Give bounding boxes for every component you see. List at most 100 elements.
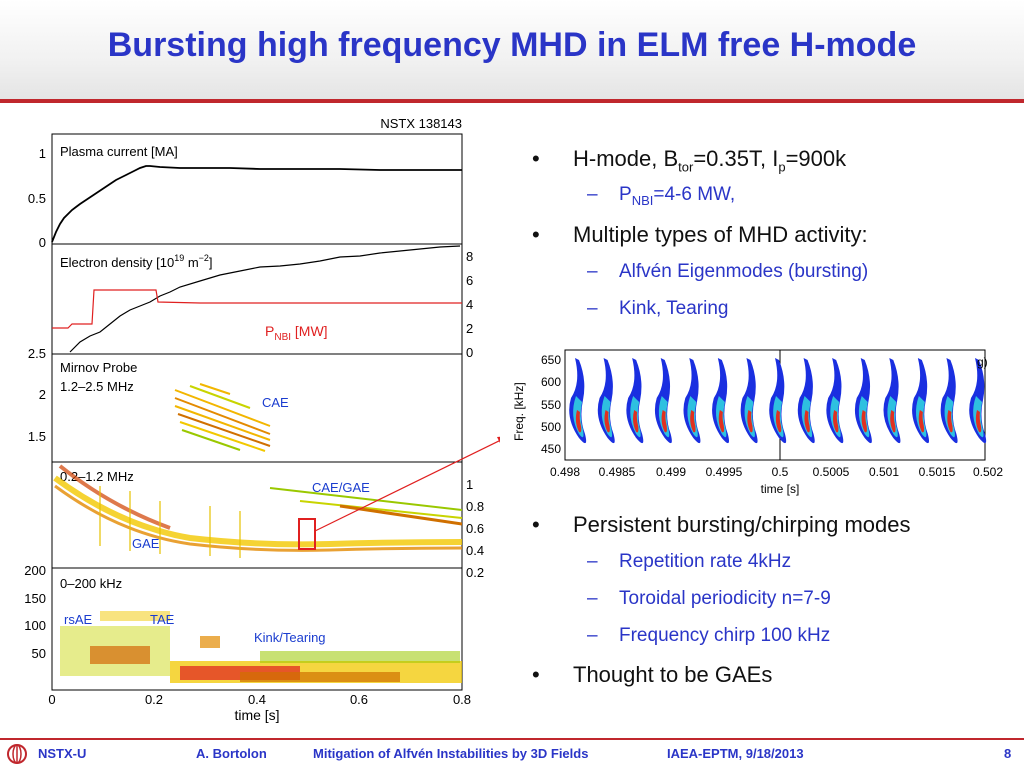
inset-y-500: 500	[541, 420, 561, 434]
chirp-burst	[912, 358, 929, 444]
bullet-repetition: – Repetition rate 4kHz	[587, 551, 792, 572]
tick-right-0.8: 0.8	[466, 499, 484, 514]
tick-right-1: 1	[466, 477, 473, 492]
inset-x-0.5015: 0.5015	[919, 465, 956, 479]
inset-y-550: 550	[541, 398, 561, 412]
tick-right-4: 4	[466, 297, 473, 312]
chirp-burst	[769, 358, 787, 444]
bullet-pnbi: – PNBI=4-6 MW,	[587, 184, 736, 208]
inset-y-label: Freq. [kHz]	[512, 382, 526, 441]
label-kink-tearing: Kink/Tearing	[254, 630, 326, 645]
nstx-logo-icon	[7, 744, 27, 764]
chirp-burst	[883, 358, 901, 444]
footer-org: NSTX-U	[38, 746, 87, 761]
panel-dividers	[52, 243, 462, 569]
chirp-burst	[597, 358, 615, 444]
chirp-burst	[969, 358, 987, 444]
inset-x-0.5005: 0.5005	[813, 465, 850, 479]
tick-right-0.2: 0.2	[466, 565, 484, 580]
slide-title: Bursting high frequency MHD in ELM free …	[107, 26, 917, 64]
low-freq-spectrogram	[60, 611, 462, 683]
tick-right-0.4: 0.4	[466, 543, 484, 558]
tick-ip-1: 1	[39, 146, 46, 161]
chirp-burst	[654, 358, 672, 444]
chirp-burst	[940, 358, 958, 444]
label-cae: CAE	[262, 395, 289, 410]
inset-x-0.4995: 0.4995	[706, 465, 743, 479]
chirp-burst	[626, 358, 644, 444]
tick-ip-0: 0	[39, 235, 46, 250]
tick-right-0.6: 0.6	[466, 521, 484, 536]
inset-figure: 650 600 550 500 450 Freq. [kHz] g) 0.498…	[512, 349, 1003, 496]
chirp-burst	[712, 358, 729, 444]
tick-ip-05: 0.5	[28, 191, 46, 206]
chirp-burst	[854, 358, 872, 444]
plot-frame	[51, 133, 463, 691]
bullet-alfven: – Alfvén Eigenmodes (bursting)	[587, 261, 869, 282]
chirp-bursts	[569, 358, 987, 444]
plasma-current-trace	[51, 165, 462, 243]
tick-right-8: 8	[466, 249, 473, 264]
inset-y-650: 650	[541, 353, 561, 367]
label-tae: TAE	[150, 612, 175, 627]
inset-x-0.498: 0.498	[550, 465, 580, 479]
x-tick-0: 0	[48, 692, 55, 707]
chirp-burst	[569, 358, 587, 444]
chirp-burst	[797, 358, 815, 444]
zoom-arrow	[314, 439, 500, 532]
x-tick-0.6: 0.6	[350, 692, 368, 707]
tick-right-2: 2	[466, 321, 473, 336]
main-figure: NSTX 138143 Plasma current [MA] 1 0.5 0 …	[24, 116, 500, 723]
tick-150: 150	[24, 591, 46, 606]
x-tick-0.8: 0.8	[453, 692, 471, 707]
inset-corner-label: g)	[977, 355, 988, 369]
footer: NSTX-U A. Bortolon Mitigation of Alfvén …	[0, 738, 1024, 770]
tick-50: 50	[32, 646, 46, 661]
label-cae-gae: CAE/GAE	[312, 480, 370, 495]
tick-200: 200	[24, 563, 46, 578]
inset-x-0.499: 0.499	[656, 465, 686, 479]
x-tick-0.2: 0.2	[145, 692, 163, 707]
density-trace	[69, 245, 461, 353]
panel-density-title: Electron density [1019 m−2]	[60, 253, 213, 270]
zoom-box	[298, 518, 316, 550]
inset-x-0.501: 0.501	[869, 465, 899, 479]
footer-talk-title: Mitigation of Alfvén Instabilities by 3D…	[313, 746, 589, 761]
label-gae: GAE	[132, 536, 160, 551]
chirp-burst	[826, 358, 844, 444]
panel-0-200-title: 0–200 kHz	[60, 576, 122, 591]
tick-mirnov-1.5: 1.5	[28, 429, 46, 444]
panel-mirnov-title: Mirnov Probe	[60, 360, 137, 375]
pnbi-trace	[52, 289, 462, 329]
panel-mirnov-subtitle: 1.2–2.5 MHz	[60, 379, 134, 394]
tick-100: 100	[24, 618, 46, 633]
bullet-dash: –	[587, 184, 598, 205]
inset-x-0.5: 0.5	[772, 465, 789, 479]
footer-author: A. Bortolon	[196, 746, 267, 761]
x-axis-label: time [s]	[234, 707, 279, 723]
inset-x-label: time [s]	[761, 482, 800, 496]
inset-y-450: 450	[541, 442, 561, 456]
tick-right-6: 6	[466, 273, 473, 288]
bullet-kink: – Kink, Tearing	[587, 298, 729, 319]
bullet-dot: •	[532, 146, 540, 171]
gae-spectrogram	[53, 464, 462, 558]
inset-frame	[564, 349, 986, 461]
tick-ne-2.5: 2.5	[28, 346, 46, 361]
footer-page-number: 8	[1004, 746, 1012, 761]
zoom-arrow-head	[497, 436, 500, 443]
inset-x-0.4985: 0.4985	[599, 465, 636, 479]
title-rule	[0, 99, 1024, 103]
footer-venue: IAEA-EPTM, 9/18/2013	[667, 746, 804, 761]
panel-plasma-current-title: Plasma current [MA]	[60, 144, 178, 159]
bullet-chirp: – Frequency chirp 100 kHz	[587, 625, 831, 646]
label-rsae: rsAE	[64, 612, 93, 627]
x-tick-0.4: 0.4	[248, 692, 266, 707]
bullet-toroidal: – Toroidal periodicity n=7-9	[587, 588, 831, 609]
shot-label: NSTX 138143	[380, 116, 462, 131]
title-bar	[0, 0, 1024, 100]
chirp-burst	[683, 358, 701, 444]
chirp-burst	[740, 358, 758, 444]
inset-x-0.502: 0.502	[973, 465, 1003, 479]
tick-right-0: 0	[466, 345, 473, 360]
